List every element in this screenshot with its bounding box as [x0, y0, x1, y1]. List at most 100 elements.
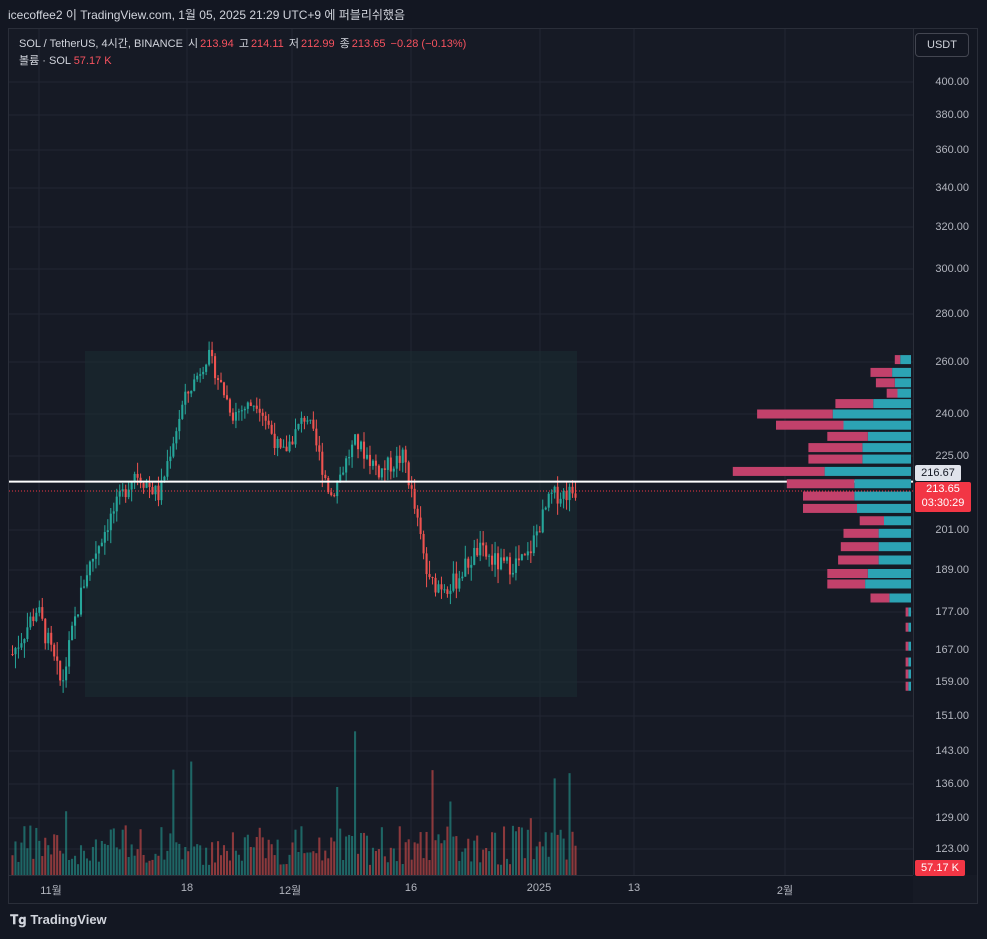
volume-profile-down [843, 528, 879, 538]
volume-profile-up [878, 528, 911, 538]
volume-bar [205, 847, 208, 875]
candle-body [91, 558, 94, 562]
volume-bar [130, 844, 133, 875]
brand-name: TradingView [30, 912, 107, 927]
candle-body [327, 477, 330, 493]
candle-body [169, 456, 172, 462]
low-value: 212.99 [300, 38, 335, 50]
volume-bar [270, 844, 273, 875]
volume-bar [62, 853, 65, 875]
tradingview-footer[interactable]: 𝐓𝐠 TradingView [10, 912, 107, 928]
candle-body [368, 454, 372, 466]
last-price-value: 213.65 [926, 483, 960, 495]
volume-profile-down [827, 569, 868, 578]
volume-bar [136, 849, 139, 875]
candle-body [520, 554, 523, 561]
volume-profile-up [824, 466, 911, 476]
price-axis[interactable]: 400.00 380.00 360.00 340.00 320.00 300.00 280.… [913, 29, 977, 875]
candle-body [538, 531, 541, 533]
volume-bar [562, 838, 565, 875]
candle-body [497, 553, 500, 570]
volume-bar [365, 835, 369, 875]
volume-bar [11, 855, 14, 875]
volume-bar [214, 862, 217, 875]
volume-bar [368, 864, 372, 875]
volume-profile-up [908, 681, 911, 691]
plot-area[interactable]: SOL / TetherUS, 4시간, BINANCE 시 213.94 고 21… [9, 29, 913, 875]
volume-bar [497, 864, 500, 875]
candle-body [380, 468, 383, 478]
volume-bar [538, 841, 541, 875]
volume-bar [20, 842, 23, 875]
volume-profile-down [840, 542, 879, 552]
candle-body [306, 420, 309, 422]
candle-body [413, 488, 416, 509]
candle-body [425, 553, 428, 575]
candle-body [455, 573, 458, 589]
volume-bar [228, 860, 231, 875]
price-chart[interactable] [9, 29, 913, 875]
symbol-label[interactable]: SOL / TetherUS, 4시간, BINANCE [19, 38, 183, 50]
candle-body [258, 408, 261, 413]
volume-profile-up [873, 399, 911, 409]
candle-body [115, 496, 118, 512]
volume-profile-down [870, 367, 893, 377]
volume-bar [455, 836, 458, 875]
candle-body [184, 391, 187, 405]
volume-profile-up [908, 622, 911, 632]
volume-bar [291, 842, 294, 875]
volume-profile-up [862, 454, 911, 464]
time-axis[interactable]: 11월 18 12월 16 2025 13 2월 [9, 875, 913, 903]
close-value: 213.65 [351, 38, 386, 50]
volume-bar [187, 851, 190, 875]
candle-body [249, 402, 252, 407]
candle-body [416, 508, 419, 518]
volume-bar [100, 840, 103, 875]
volume-profile-down [875, 378, 895, 388]
volume-bar [142, 854, 145, 875]
currency-button[interactable]: USDT [915, 33, 969, 57]
volume-bar [261, 837, 264, 875]
countdown-value: 03:30:29 [921, 497, 965, 509]
price-tick-label: 300.00 [935, 263, 969, 275]
candle-body [172, 443, 175, 457]
volume-bar [431, 770, 434, 875]
volume-bar [464, 848, 467, 875]
time-tick-label: 13 [627, 882, 641, 894]
volume-bar [234, 850, 237, 875]
volume-bar [38, 840, 41, 875]
candle-body [163, 476, 166, 481]
volume-bar [53, 834, 56, 875]
volume-bar [41, 856, 44, 875]
volume-profile-down [757, 409, 833, 419]
volume-bar [14, 841, 17, 875]
volume-profile-down [905, 669, 909, 679]
volume-bar [395, 861, 398, 875]
candle-body [383, 468, 386, 470]
volume-bar [145, 862, 148, 875]
volume-bar [297, 851, 300, 875]
candle-body [508, 557, 512, 575]
candle-body [526, 551, 529, 556]
volume-bar [312, 851, 315, 875]
candle-body [321, 451, 324, 475]
publish-header: icecoffee2 이 TradingView.com, 1월 05, 202… [0, 0, 987, 28]
volume-label[interactable]: 볼륨 · SOL [19, 55, 71, 67]
volume-bar [115, 847, 118, 875]
candle-body [56, 656, 59, 661]
volume-bar [47, 845, 50, 875]
volume-bar [219, 855, 223, 875]
volume-profile-up [878, 542, 911, 552]
volume-bar [434, 840, 437, 875]
candle-body [103, 532, 106, 543]
candle-body [240, 410, 243, 412]
volume-profile-down [859, 516, 884, 526]
volume-bar [333, 841, 336, 875]
candle-body [389, 457, 392, 472]
candle-body [517, 558, 520, 561]
volume-profile-up [854, 491, 911, 501]
candle-body [312, 419, 315, 429]
volume-bar [303, 853, 306, 875]
candle-body [11, 654, 14, 655]
candle-body [202, 371, 205, 375]
